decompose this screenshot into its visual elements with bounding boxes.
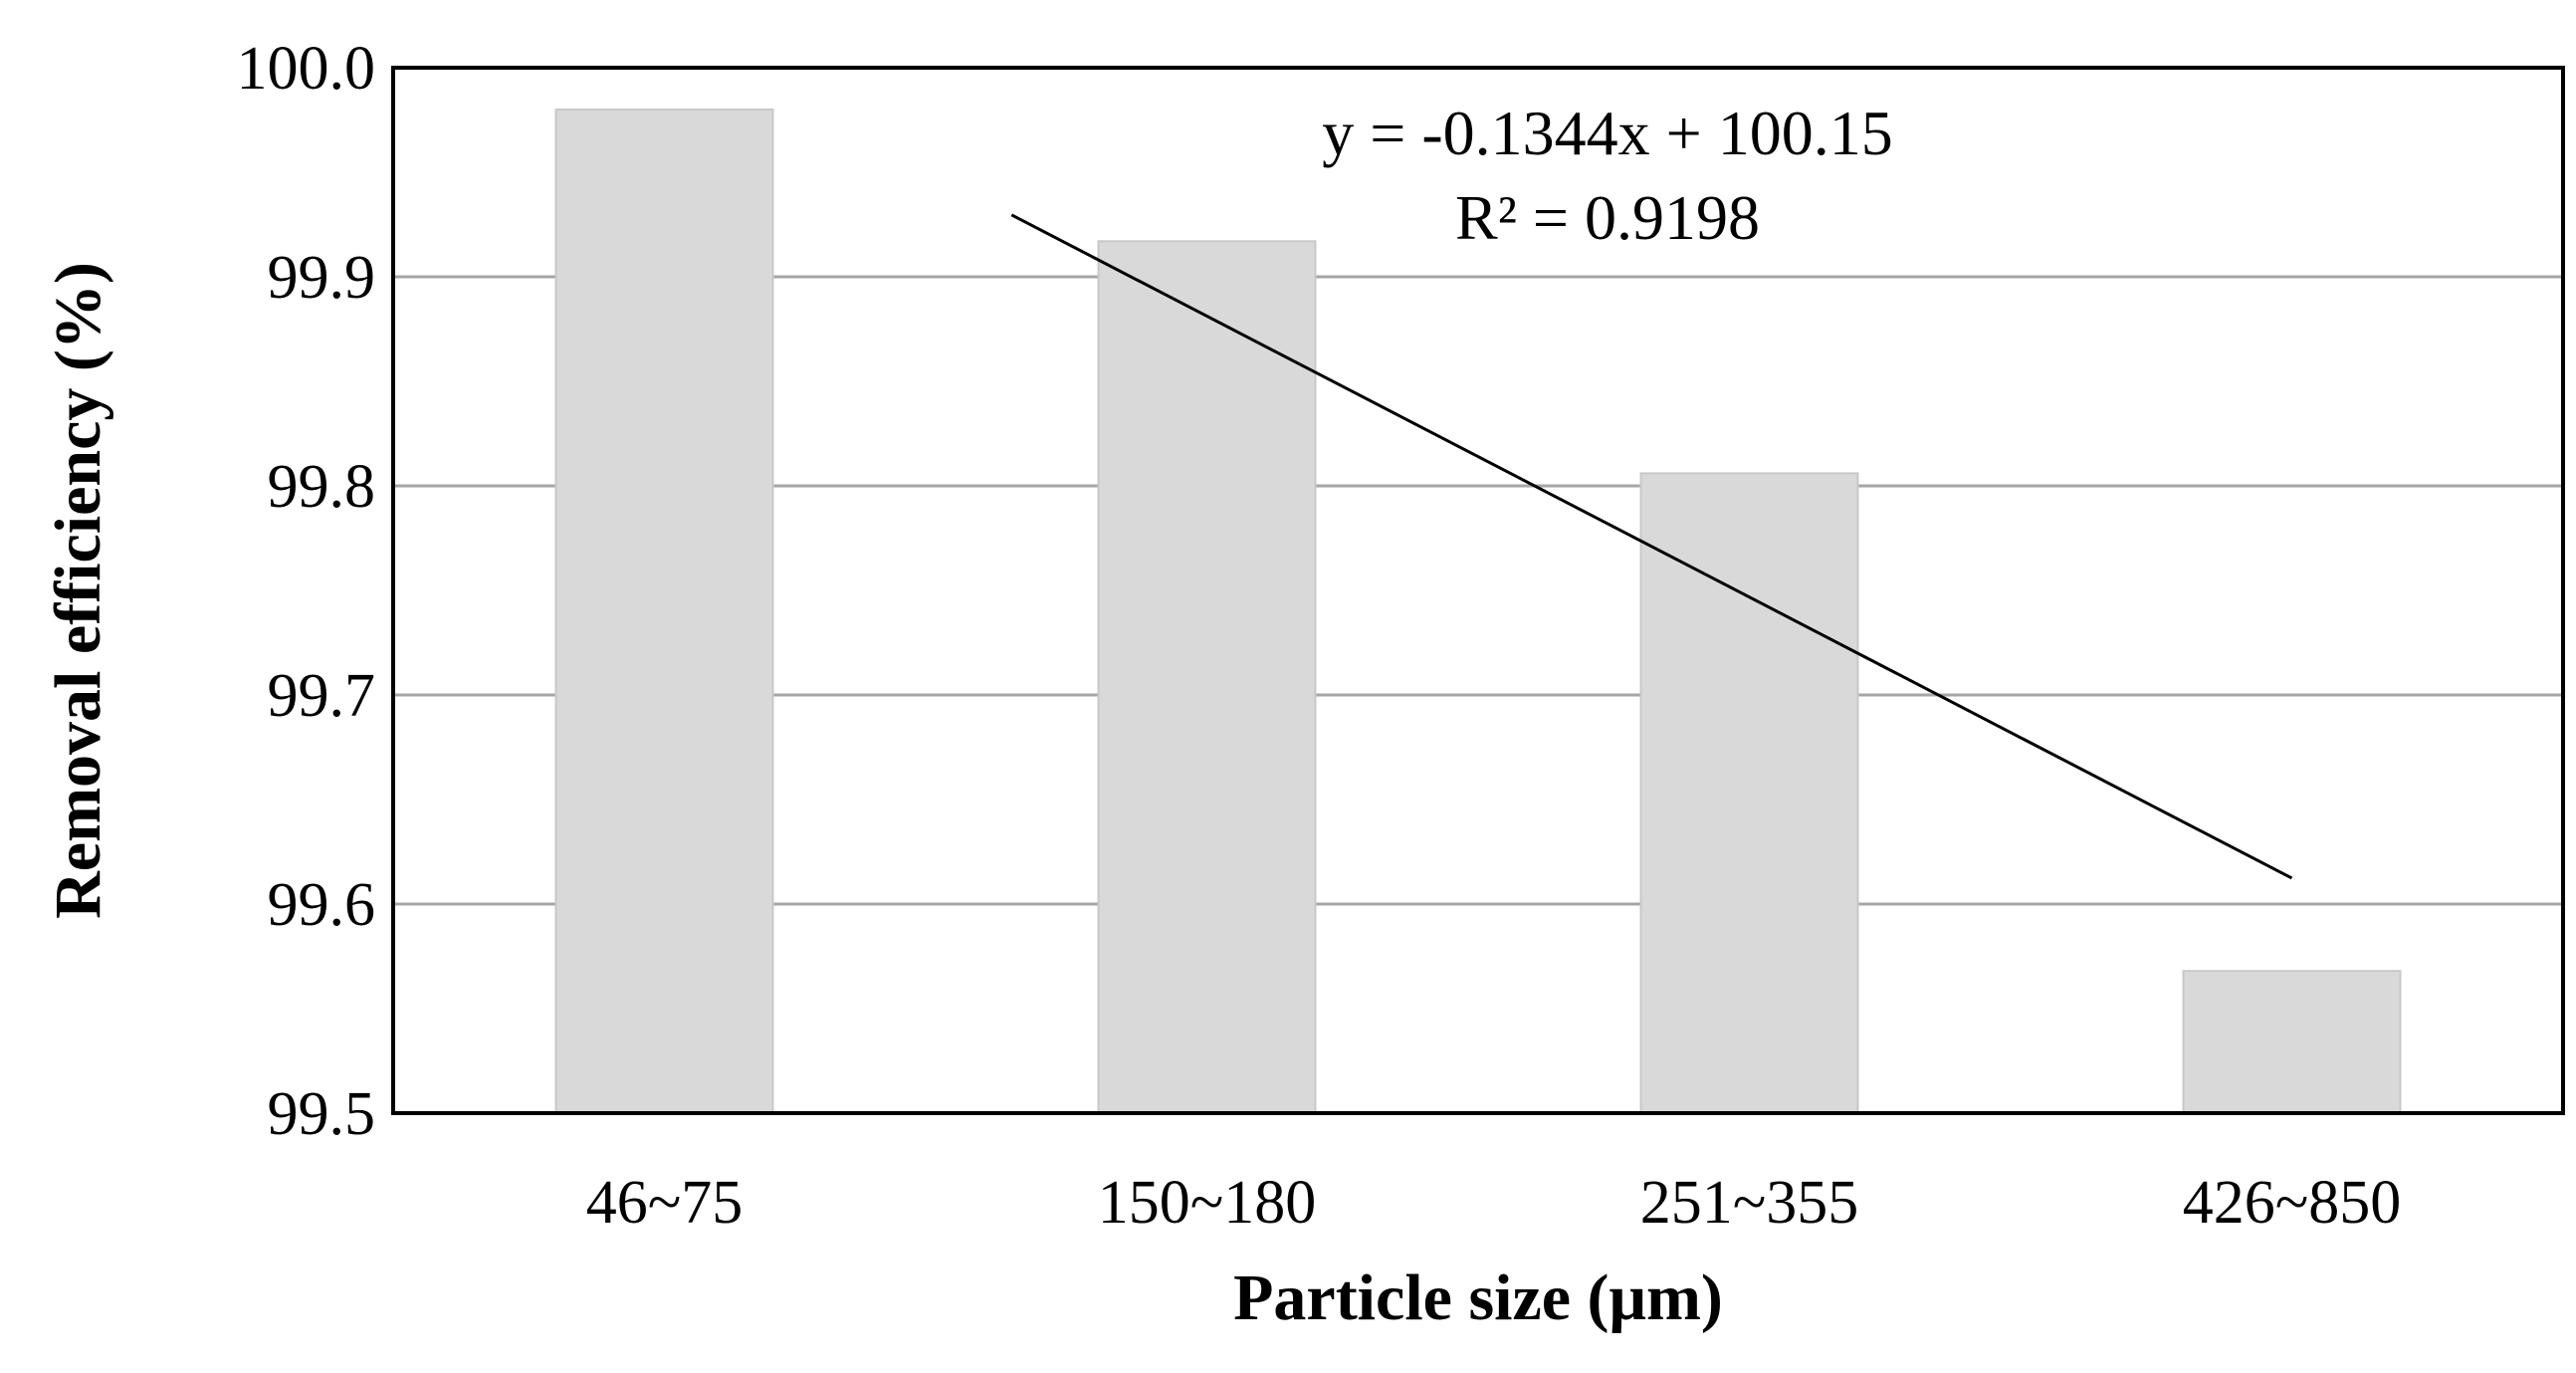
x-tick-label: 426~850 xyxy=(2183,1169,2402,1237)
bar xyxy=(1097,240,1317,1115)
x-tick-label: 46~75 xyxy=(586,1169,744,1237)
x-tick-label: 150~180 xyxy=(1098,1169,1317,1237)
y-tick-label: 99.5 xyxy=(268,1080,376,1148)
y-tick-label: 99.6 xyxy=(268,871,376,939)
bar xyxy=(2182,970,2402,1115)
bar xyxy=(1639,472,1859,1114)
bar xyxy=(554,109,774,1114)
bars xyxy=(554,109,2402,1115)
y-axis-title: Removal efficiency (%) xyxy=(42,262,114,919)
trendline-r-squared: R² = 0.9198 xyxy=(1455,182,1760,253)
y-axis-tick-labels: 99.5 99.6 99.7 99.8 99.9 100.0 xyxy=(237,35,376,1148)
y-tick-label: 99.8 xyxy=(268,453,376,521)
trendline-equation: y = -0.1344x + 100.15 xyxy=(1322,98,1893,168)
y-tick-label: 99.7 xyxy=(268,662,376,730)
x-tick-label: 251~355 xyxy=(1640,1169,1859,1237)
y-tick-label: 100.0 xyxy=(237,35,376,103)
trendline xyxy=(1010,213,2293,880)
x-axis-title: Particle size (μm) xyxy=(1233,1261,1723,1334)
x-axis-tick-labels: 46~75 150~180 251~355 426~850 xyxy=(586,1169,2402,1237)
y-tick-label: 99.9 xyxy=(268,244,376,312)
plot-frame xyxy=(391,66,2565,1115)
